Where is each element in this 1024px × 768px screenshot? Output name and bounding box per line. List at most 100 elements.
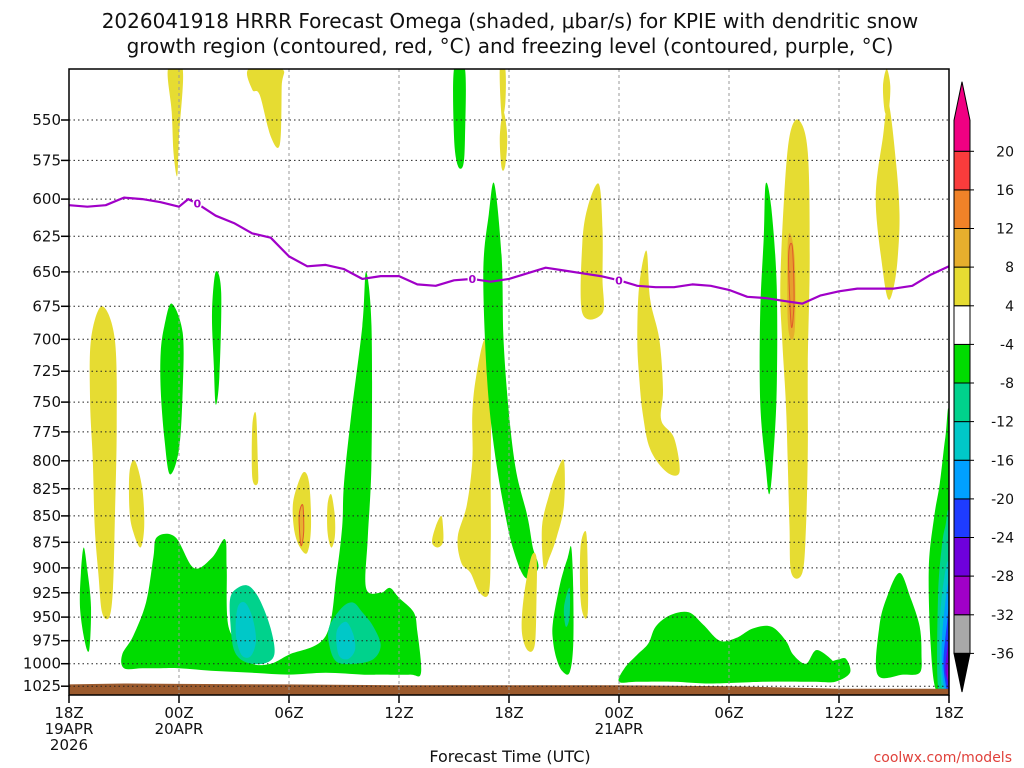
sinking-yellow-1	[128, 460, 145, 548]
rising-green-9	[875, 572, 922, 679]
sinking-yellow-18	[882, 69, 891, 115]
rising-green-6	[552, 546, 574, 675]
sinking-yellow-2	[167, 69, 184, 177]
y-tick-label-700: 700	[32, 330, 61, 348]
x-tick-label-0-1: 18Z	[54, 704, 83, 722]
sinking-yellow-12	[541, 459, 565, 570]
x-tick-label-6-1: 00Z	[164, 704, 193, 722]
x-tick-label-30-2: 21APR	[595, 720, 644, 738]
colorbar-label-9: 4	[1005, 299, 1014, 315]
colorbar-swatch-1	[953, 575, 971, 616]
y-axis: 550 575 600 625 650 675 700 725 750 775 800 825 850 8…	[23, 111, 69, 695]
colorbar: -36 -32 -28 -24 -20 -16 -12 -8 -4 4 8 12 16 20	[953, 81, 1014, 693]
grid	[69, 69, 949, 695]
dgz-contour-1	[788, 242, 795, 329]
y-tick-label-600: 600	[32, 190, 61, 208]
colorbar-swatch-2	[953, 537, 971, 577]
colorbar-swatch-3	[953, 498, 971, 538]
colorbar-swatch-9	[953, 266, 971, 307]
rising-green-2	[211, 271, 222, 405]
colorbar-swatch-5	[953, 421, 971, 461]
colorbar-label-3: -24	[991, 531, 1014, 547]
y-tick-label-925: 925	[32, 584, 61, 602]
sinking-yellow-10	[499, 69, 506, 119]
y-tick-label-550: 550	[32, 111, 61, 129]
y-tick-label-975: 975	[32, 632, 61, 650]
rising-green-5	[483, 182, 539, 579]
colorbar-label-5: -16	[991, 453, 1014, 469]
freezing-level-line	[68, 196, 950, 305]
sinking-yellow-17	[875, 102, 900, 300]
y-tick-label-775: 775	[32, 423, 61, 441]
x-tick-label-0-2: 19APR	[45, 720, 94, 738]
colorbar-swatch-12	[953, 150, 971, 191]
x-tick-label-0-3: 2026	[50, 736, 88, 754]
colorbar-swatch-4	[953, 459, 971, 500]
rising-green-0	[79, 547, 92, 652]
y-tick-label-575: 575	[32, 151, 61, 169]
colorbar-label-12: 16	[996, 183, 1014, 199]
sinking-yellow-8	[457, 339, 492, 598]
colorbar-label-7: -8	[1000, 376, 1014, 392]
y-tick-label-1025: 1025	[23, 677, 61, 695]
sinking-yellow-6	[327, 493, 336, 548]
y-tick-label-675: 675	[32, 297, 61, 315]
x-tick-label-24-1: 18Z	[494, 704, 523, 722]
dendritic-growth-contours	[298, 242, 795, 547]
colorbar-label-2: -28	[991, 569, 1014, 585]
sinking-yellow-14	[579, 531, 589, 619]
sinking-yellow-16	[780, 119, 810, 579]
freezing-level-label-0: 0	[193, 198, 201, 211]
colorbar-swatch-0	[953, 614, 971, 654]
y-tick-label-900: 900	[32, 559, 61, 577]
y-tick-label-725: 725	[32, 362, 61, 380]
colorbar-label-11: 12	[996, 222, 1014, 238]
rising-green-1	[160, 303, 184, 475]
sinking-yellow-7	[431, 515, 444, 548]
credit-text: coolwx.com/models	[874, 750, 1012, 766]
sinking-yellow-13	[580, 183, 605, 320]
y-tick-label-650: 650	[32, 263, 61, 281]
x-tick-label-6-2: 20APR	[155, 720, 204, 738]
y-tick-label-625: 625	[32, 227, 61, 245]
colorbar-label-13: 20	[996, 144, 1014, 160]
colorbar-swatch-6	[953, 382, 971, 423]
y-tick-label-1000: 1000	[23, 655, 61, 673]
title-line-2: growth region (contoured, red, °C) and f…	[127, 34, 894, 58]
sinking-yellow-11	[521, 552, 537, 652]
y-tick-label-875: 875	[32, 533, 61, 551]
x-axis-label: Forecast Time (UTC)	[429, 747, 590, 766]
x-tick-label-48-1: 18Z	[934, 704, 963, 722]
x-tick-label-30-1: 00Z	[604, 704, 633, 722]
omega-shading	[79, 69, 949, 695]
colorbar-under-arrow	[953, 652, 971, 693]
sinking-yellow-0	[89, 306, 117, 620]
sinking-yellow-3	[246, 69, 285, 148]
freezing-level-label-1: 0	[468, 273, 476, 286]
y-tick-label-950: 950	[32, 608, 61, 626]
colorbar-label-0: -36	[991, 646, 1014, 662]
x-tick-label-42-1: 12Z	[824, 704, 853, 722]
sinking-yellow-15	[637, 250, 680, 476]
sinking-yellow-9	[499, 111, 508, 171]
rising-cyan-1	[336, 621, 356, 660]
rising-green-4	[453, 69, 466, 169]
y-tick-label-800: 800	[32, 452, 61, 470]
rising-green-8	[618, 611, 851, 684]
x-tick-label-36-1: 06Z	[714, 704, 743, 722]
colorbar-label-10: 8	[1005, 260, 1014, 276]
freezing-level-label-2: 0	[615, 274, 623, 287]
colorbar-label-6: -12	[991, 415, 1014, 431]
rising-green-3	[121, 271, 422, 677]
dgz-contour-0	[298, 504, 305, 547]
x-tick-label-12-1: 06Z	[274, 704, 303, 722]
y-tick-label-825: 825	[32, 480, 61, 498]
rising-green-7	[759, 182, 778, 495]
colorbar-swatch-8	[953, 305, 971, 345]
colorbar-label-8: -4	[1000, 337, 1014, 353]
y-tick-label-750: 750	[32, 393, 61, 411]
y-tick-label-850: 850	[32, 507, 61, 525]
rising-cyan-0	[235, 601, 257, 658]
